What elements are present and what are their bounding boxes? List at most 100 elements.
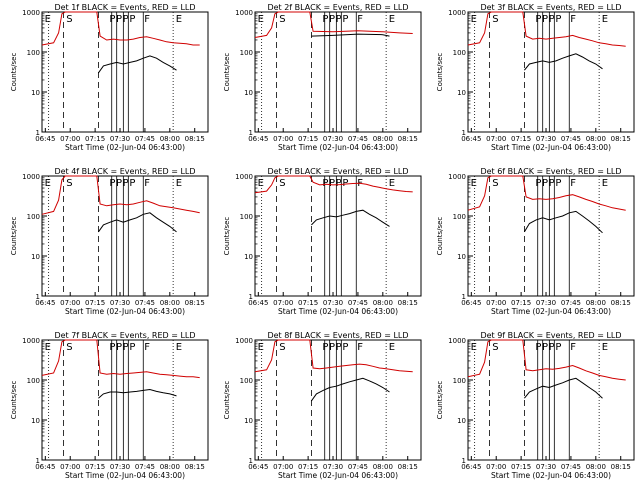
event-marker-letter: S — [66, 342, 72, 353]
chart-panel-5: Det 5f BLACK = Events, RED = LLD 1 10 100 10… — [223, 167, 422, 316]
chart-panel-7: Det 7f BLACK = Events, RED = LLD 1 10 100 10… — [10, 331, 209, 480]
event-marker-letter: E — [471, 342, 477, 353]
x-tick-label: 07:15 — [85, 135, 105, 143]
event-marker-letter: P — [116, 14, 122, 25]
x-tick-label: 07:30 — [110, 463, 130, 471]
chart-panel-4: Det 4f BLACK = Events, RED = LLD 1 10 100 10… — [10, 167, 209, 316]
x-tick-label: 08:15 — [398, 463, 418, 471]
x-tick-label: 08:15 — [398, 135, 418, 143]
x-tick-label: 08:00 — [373, 463, 393, 471]
event-marker-letter: P — [336, 342, 342, 353]
y-tick-label: 100 — [240, 49, 253, 57]
event-marker-letter: P — [123, 14, 129, 25]
series-line-red — [467, 175, 626, 211]
event-marker-letter: S — [66, 178, 72, 189]
x-tick-label: 08:15 — [611, 299, 631, 307]
y-axis-label: Counts/sec — [436, 217, 444, 256]
x-tick-label: 07:30 — [323, 463, 343, 471]
event-marker-letter: E — [176, 14, 182, 25]
event-marker-letter: S — [279, 342, 285, 353]
chart-title: Det 7f BLACK = Events, RED = LLD — [54, 331, 195, 340]
x-tick-label: 07:45 — [135, 299, 155, 307]
x-tick-label: 06:45 — [35, 135, 55, 143]
event-marker-letter: P — [555, 342, 561, 353]
x-tick-label: 08:15 — [611, 463, 631, 471]
x-tick-label: 07:45 — [135, 135, 155, 143]
series-line-black — [98, 388, 177, 399]
x-axis-label: Start Time (02-Jun-04 06:43:00) — [491, 471, 611, 480]
event-marker-letter: P — [542, 342, 548, 353]
x-tick-label: 08:15 — [611, 135, 631, 143]
x-tick-label: 08:00 — [373, 135, 393, 143]
event-marker-letter: P — [535, 14, 541, 25]
event-marker-letter: E — [389, 342, 395, 353]
y-tick-label: 1 — [249, 129, 253, 137]
event-marker-letter: E — [602, 14, 608, 25]
x-tick-label: 08:15 — [185, 463, 205, 471]
chart-title: Det 4f BLACK = Events, RED = LLD — [54, 167, 195, 176]
x-tick-label: 08:00 — [586, 135, 606, 143]
y-tick-label: 1000 — [235, 9, 253, 17]
x-tick-label: 07:45 — [348, 135, 368, 143]
x-axis-label: Start Time (02-Jun-04 06:43:00) — [491, 143, 611, 152]
x-tick-label: 07:15 — [298, 135, 318, 143]
x-tick-label: 07:00 — [60, 135, 80, 143]
y-tick-label: 1 — [249, 293, 253, 301]
y-tick-label: 1 — [462, 129, 466, 137]
y-tick-label: 10 — [457, 89, 466, 97]
x-tick-label: 07:15 — [298, 463, 318, 471]
x-tick-label: 07:45 — [135, 463, 155, 471]
y-tick-label: 1000 — [235, 337, 253, 345]
x-tick-label: 08:00 — [586, 299, 606, 307]
event-marker-letter: E — [389, 178, 395, 189]
y-axis-label: Counts/sec — [436, 53, 444, 92]
x-tick-label: 07:00 — [486, 463, 506, 471]
x-axis-label: Start Time (02-Jun-04 06:43:00) — [278, 307, 398, 316]
y-tick-label: 100 — [27, 49, 40, 57]
x-tick-label: 06:45 — [35, 299, 55, 307]
x-tick-label: 07:00 — [486, 299, 506, 307]
x-tick-label: 08:00 — [160, 463, 180, 471]
event-marker-letter: S — [492, 178, 498, 189]
y-tick-label: 10 — [31, 253, 40, 261]
y-tick-label: 1000 — [235, 173, 253, 181]
event-marker-letter: E — [471, 14, 477, 25]
x-tick-label: 07:45 — [348, 299, 368, 307]
event-marker-letter: P — [109, 342, 115, 353]
event-marker-letter: P — [342, 178, 348, 189]
x-tick-label: 06:45 — [35, 463, 55, 471]
chart-panel-3: Det 3f BLACK = Events, RED = LLD 1 10 100 10… — [436, 3, 635, 152]
y-tick-label: 1000 — [22, 9, 40, 17]
chart-title: Det 6f BLACK = Events, RED = LLD — [480, 167, 621, 176]
chart-title: Det 8f BLACK = Events, RED = LLD — [267, 331, 408, 340]
series-line-black — [97, 212, 177, 233]
event-marker-letter: P — [535, 178, 541, 189]
x-tick-label: 07:00 — [273, 299, 293, 307]
x-tick-label: 07:30 — [536, 299, 556, 307]
x-tick-label: 08:15 — [185, 135, 205, 143]
x-tick-label: 07:30 — [536, 463, 556, 471]
y-tick-label: 10 — [244, 417, 253, 425]
series-line-red — [467, 339, 626, 381]
event-marker-letter: P — [109, 178, 115, 189]
event-marker-letter: E — [45, 14, 51, 25]
x-tick-label: 06:45 — [461, 299, 481, 307]
event-marker-letter: P — [123, 342, 129, 353]
event-marker-letter: S — [279, 14, 285, 25]
series-line-red — [254, 175, 413, 194]
x-tick-label: 08:15 — [398, 299, 418, 307]
event-marker-letter: P — [549, 178, 555, 189]
event-marker-letter: P — [342, 342, 348, 353]
y-tick-label: 100 — [453, 213, 466, 221]
y-axis-label: Counts/sec — [10, 53, 18, 92]
x-tick-label: 07:30 — [323, 299, 343, 307]
x-tick-label: 08:00 — [160, 135, 180, 143]
event-marker-letter: S — [66, 14, 72, 25]
x-tick-label: 07:30 — [110, 299, 130, 307]
event-marker-letter: P — [535, 342, 541, 353]
plot-frame — [467, 11, 635, 133]
event-marker-letter: P — [336, 14, 342, 25]
x-tick-label: 07:00 — [486, 135, 506, 143]
x-tick-label: 07:00 — [60, 463, 80, 471]
plot-frame — [41, 11, 209, 133]
